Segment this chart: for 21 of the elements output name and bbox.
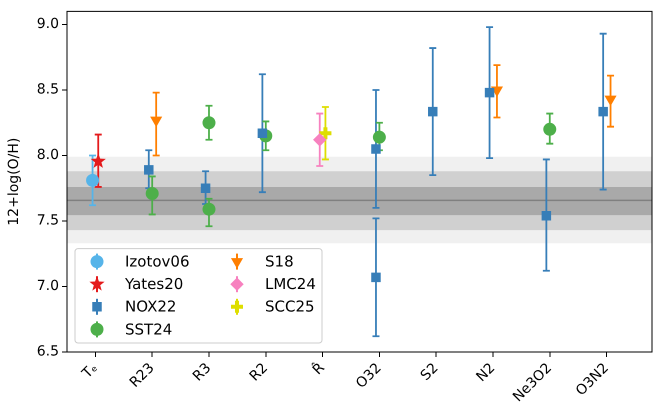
y-tick-label: 8.5 xyxy=(36,82,59,98)
legend-label: LMC24 xyxy=(265,275,316,294)
y-tick-label: 7.0 xyxy=(36,278,59,294)
legend-label: S18 xyxy=(265,252,294,270)
y-axis-title: 12+log(O/H) xyxy=(6,138,22,226)
y-tick-label: 9.0 xyxy=(36,16,59,32)
x-tick-label: R3 xyxy=(190,360,214,385)
x-tick-label: N2 xyxy=(473,360,498,386)
x-tick-label: Tₑ xyxy=(78,360,101,382)
x-tick-label: R2 xyxy=(246,360,272,385)
x-tick-label: S2 xyxy=(418,360,442,384)
legend-label: Izotov06 xyxy=(125,252,190,270)
y-tick-label: 8.0 xyxy=(36,147,59,164)
x-tick-label: O32 xyxy=(353,360,385,392)
y-tick-label: 7.5 xyxy=(36,212,59,229)
legend-label: SCC25 xyxy=(265,298,315,316)
x-tick-label: R̂ xyxy=(308,358,328,378)
y-tick-label: 6.5 xyxy=(36,344,59,360)
legend-label: Yates20 xyxy=(124,275,184,294)
legend-label: NOX22 xyxy=(125,298,176,316)
legend-label: SST24 xyxy=(125,320,172,338)
